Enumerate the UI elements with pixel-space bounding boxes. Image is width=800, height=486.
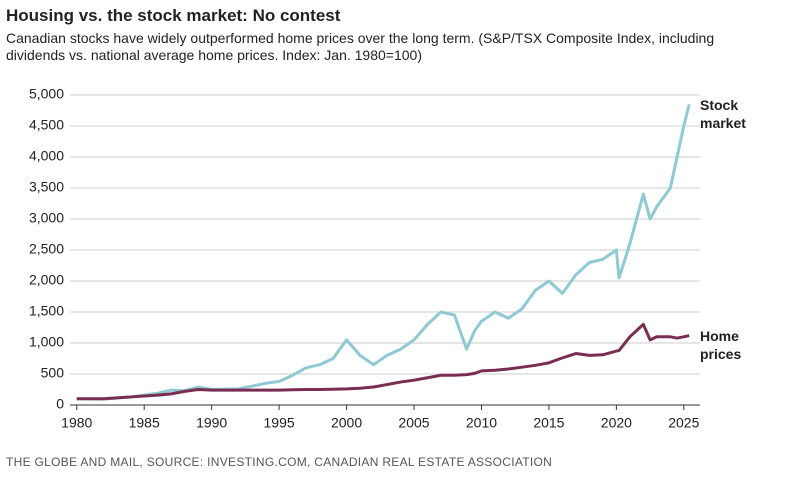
x-tick-label: 1995 <box>264 415 295 431</box>
x-tick-label: 2010 <box>466 415 497 431</box>
chart-subtitle: Canadian stocks have widely outperformed… <box>6 30 715 63</box>
chart-title: Housing vs. the stock market: No contest <box>6 6 341 25</box>
legend-label: Stock market <box>700 97 746 131</box>
y-tick-label: 3,500 <box>29 179 64 195</box>
x-tick-label: 1980 <box>61 415 92 431</box>
x-tick-label: 2020 <box>601 415 632 431</box>
y-tick-label: 2,000 <box>29 272 64 288</box>
legend-label: Home prices <box>700 328 742 362</box>
y-tick-label: 500 <box>41 365 65 381</box>
series-line <box>76 322 690 401</box>
y-tick-label: 0 <box>56 396 64 412</box>
y-tick-label: 3,000 <box>29 210 64 226</box>
y-tick-label: 2,500 <box>29 241 64 257</box>
y-tick-label: 1,500 <box>29 303 64 319</box>
x-tick-label: 1985 <box>129 415 160 431</box>
x-tick-label: 2015 <box>533 415 564 431</box>
y-tick-label: 5,000 <box>29 86 64 102</box>
y-tick-label: 1,000 <box>29 334 64 350</box>
source-note: THE GLOBE AND MAIL, SOURCE: INVESTING.CO… <box>6 455 553 469</box>
y-tick-label: 4,500 <box>29 117 64 133</box>
x-tick-label: 1990 <box>196 415 227 431</box>
x-tick-label: 2000 <box>331 415 362 431</box>
x-tick-label: 2005 <box>398 415 429 431</box>
y-tick-label: 4,000 <box>29 148 64 164</box>
x-tick-label: 2025 <box>668 415 699 431</box>
